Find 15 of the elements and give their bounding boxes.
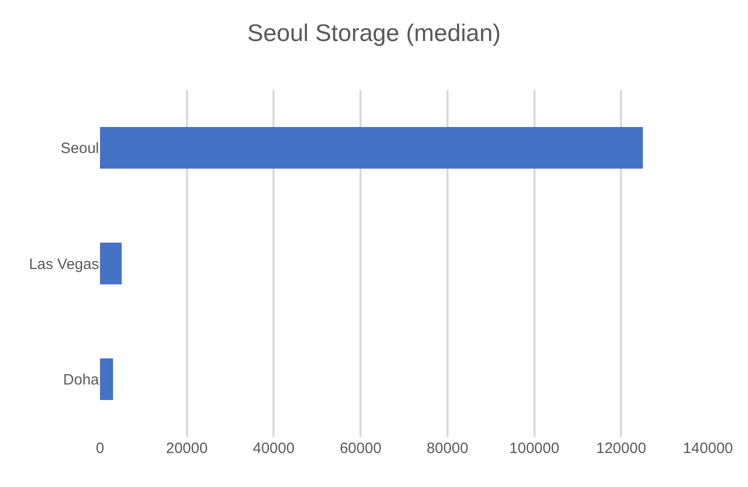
x-tick-label: 140000 [682,440,734,457]
bar [100,127,643,169]
x-tick-label: 80000 [426,440,468,457]
y-tick-label: Doha [63,371,100,388]
x-tick-label: 20000 [166,440,208,457]
x-tick-label: 120000 [596,440,646,457]
x-tick-label: 40000 [252,440,295,457]
y-tick-label: Seoul [60,140,99,158]
chart-title: Seoul Storage (median) [247,20,501,48]
y-tick-label: Las Vegas [28,256,99,273]
x-tick-label: 0 [96,440,104,457]
x-tick-label: 100000 [509,440,560,457]
bar [100,242,122,284]
bar [100,358,114,400]
x-tick-label: 60000 [340,440,382,457]
